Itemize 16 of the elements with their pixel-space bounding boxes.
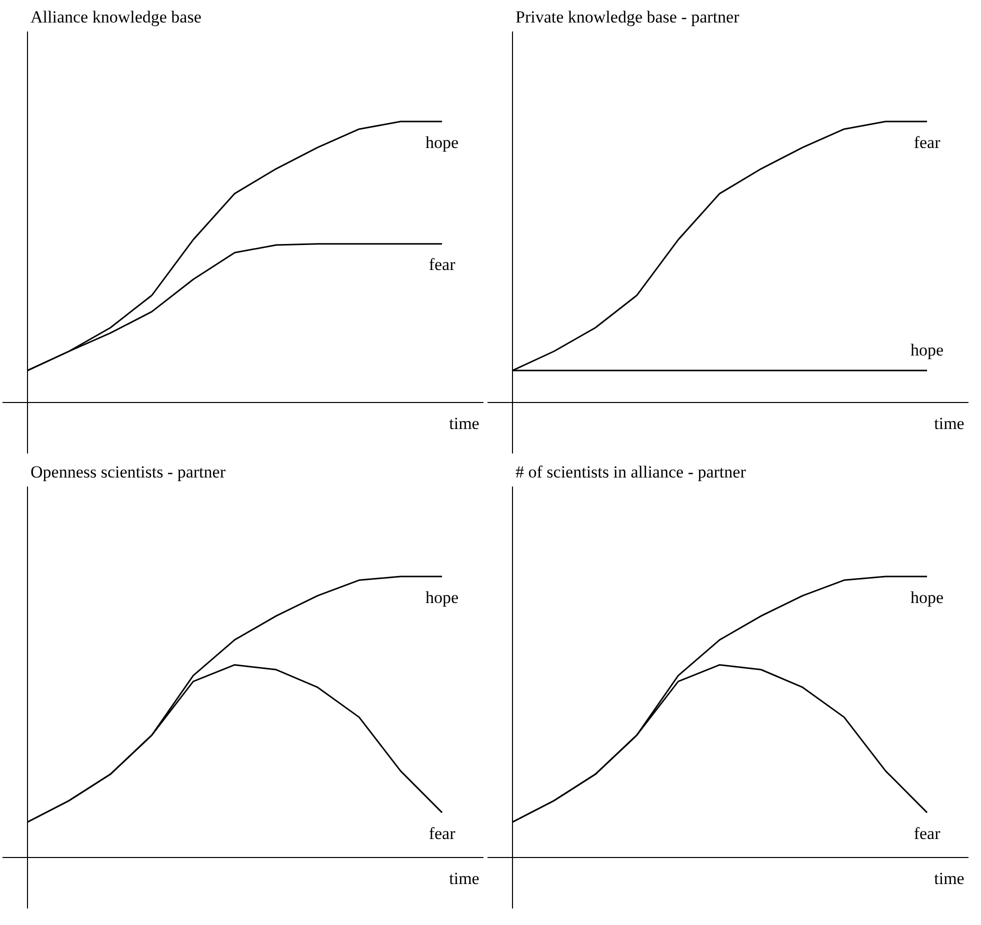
x-axis-title: time: [934, 869, 964, 888]
chart-title: Private knowledge base - partner: [516, 8, 740, 26]
series-label: fear: [428, 824, 456, 843]
series-label: hope: [910, 340, 944, 360]
x-axis-title: time: [934, 414, 964, 434]
series-label: fear: [428, 255, 456, 274]
series-label: hope: [426, 588, 459, 607]
chart-title: # of scientists in alliance - partner: [516, 462, 746, 482]
x-axis-title: time: [449, 414, 480, 434]
series-label: fear: [914, 824, 941, 843]
series-label: hope: [910, 588, 944, 607]
chart-title: Openness scientists - partner: [30, 462, 226, 482]
series-label: hope: [426, 132, 459, 152]
chart-title: Alliance knowledge base: [30, 8, 202, 26]
series-label: fear: [914, 132, 941, 152]
x-axis-title: time: [449, 869, 480, 888]
